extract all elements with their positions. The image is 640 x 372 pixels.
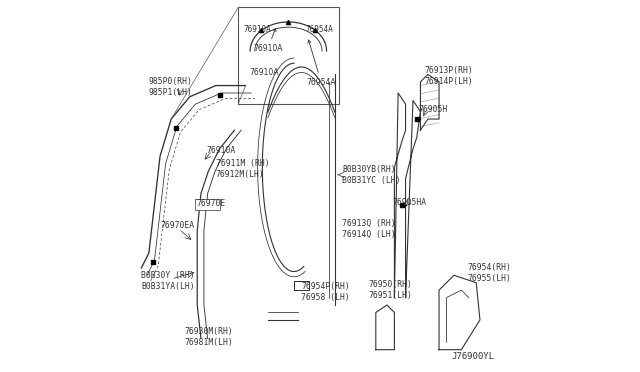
Text: 76950(RH)
76951(LH): 76950(RH) 76951(LH) xyxy=(369,280,412,300)
Text: 76930M(RH)
76981M(LH): 76930M(RH) 76981M(LH) xyxy=(184,327,233,347)
Text: 76970E: 76970E xyxy=(196,199,226,208)
Text: 76954A: 76954A xyxy=(305,25,333,33)
Text: 76905H: 76905H xyxy=(419,105,448,114)
Text: 76910A: 76910A xyxy=(253,28,282,53)
Text: 76905HA: 76905HA xyxy=(392,198,427,207)
Text: 76913P(RH)
76914P(LH): 76913P(RH) 76914P(LH) xyxy=(424,66,473,86)
Text: B0B30YB(RH)
B0B31YC (LH): B0B30YB(RH) B0B31YC (LH) xyxy=(342,165,401,185)
Text: B0B30Y (RH)
B0B31YA(LH): B0B30Y (RH) B0B31YA(LH) xyxy=(141,271,195,291)
Text: 76910A: 76910A xyxy=(250,68,279,77)
Text: 76910A: 76910A xyxy=(207,146,236,155)
Text: 76911M (RH)
76912M(LH): 76911M (RH) 76912M(LH) xyxy=(216,159,269,179)
Text: 76954A: 76954A xyxy=(307,40,336,87)
Bar xyxy=(238,7,339,104)
Text: 76910A: 76910A xyxy=(244,25,271,33)
Text: 76954P(RH)
76958 (LH): 76954P(RH) 76958 (LH) xyxy=(301,282,350,302)
Text: 76954(RH)
76955(LH): 76954(RH) 76955(LH) xyxy=(467,263,511,283)
Text: 76913Q (RH)
76914Q (LH): 76913Q (RH) 76914Q (LH) xyxy=(342,219,396,239)
Text: 76970EA: 76970EA xyxy=(160,221,194,230)
Text: 985P0(RH)
985P1(LH): 985P0(RH) 985P1(LH) xyxy=(149,77,193,97)
Bar xyxy=(195,199,220,210)
Text: J76900YL: J76900YL xyxy=(452,352,495,361)
